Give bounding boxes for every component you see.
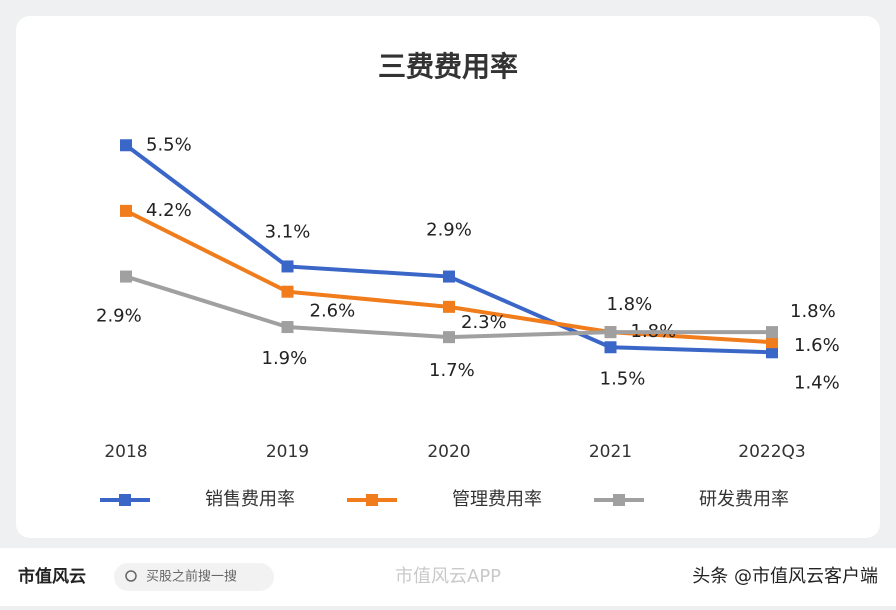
point bbox=[766, 346, 778, 359]
value-label: 1.5% bbox=[600, 368, 646, 389]
value-label: 2.6% bbox=[310, 301, 356, 322]
point bbox=[604, 326, 617, 339]
search-icon bbox=[125, 570, 137, 582]
legend-label: 研发费用率 bbox=[699, 489, 789, 510]
x-tick-label: 2021 bbox=[589, 442, 632, 462]
point bbox=[120, 204, 132, 217]
point bbox=[443, 300, 455, 313]
value-label: 1.4% bbox=[794, 372, 840, 393]
value-label: 2.9% bbox=[96, 306, 142, 327]
value-label: 5.5% bbox=[146, 134, 192, 155]
value-label: 1.7% bbox=[429, 360, 475, 381]
value-label: 2.9% bbox=[426, 220, 472, 241]
search-text: 买股之前搜一搜 bbox=[146, 569, 237, 585]
x-tick-label: 2019 bbox=[266, 442, 309, 462]
point bbox=[120, 139, 132, 152]
value-label: 4.2% bbox=[146, 200, 192, 221]
point bbox=[443, 270, 455, 283]
watermark: 市值风云APP bbox=[395, 566, 501, 587]
point bbox=[281, 321, 294, 334]
point bbox=[443, 331, 455, 344]
x-tick-label: 2020 bbox=[427, 442, 470, 462]
legend-marker bbox=[613, 494, 625, 506]
point bbox=[766, 336, 778, 349]
value-label: 1.8% bbox=[790, 301, 836, 322]
x-tick-label: 2022Q3 bbox=[738, 442, 805, 462]
point bbox=[281, 260, 294, 273]
legend-marker bbox=[119, 494, 131, 506]
point bbox=[604, 341, 617, 354]
legend-marker bbox=[366, 494, 378, 506]
logo: 市值风云 bbox=[18, 566, 86, 587]
value-label: 1.9% bbox=[262, 348, 308, 369]
chart-title: 三费费用率 bbox=[378, 50, 518, 83]
legend-label: 管理费用率 bbox=[452, 489, 542, 510]
point bbox=[281, 285, 294, 298]
value-label: 2.3% bbox=[461, 312, 507, 333]
x-tick-label: 2018 bbox=[104, 442, 147, 462]
value-label: 1.8% bbox=[607, 294, 653, 315]
credit: 头条 @市值风云客户端 bbox=[692, 566, 878, 587]
point bbox=[766, 326, 778, 339]
search-box[interactable] bbox=[114, 563, 274, 591]
value-label: 1.6% bbox=[794, 335, 840, 356]
value-label: 3.1% bbox=[265, 221, 311, 242]
legend-label: 销售费用率 bbox=[205, 489, 295, 510]
point bbox=[120, 270, 132, 283]
